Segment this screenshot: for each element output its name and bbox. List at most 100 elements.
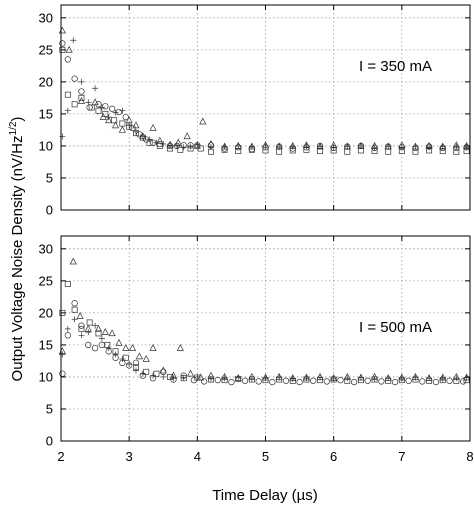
data-point-triangle <box>65 45 73 53</box>
data-point-circle <box>323 378 331 385</box>
data-point-plus <box>119 356 126 362</box>
data-point-square <box>64 91 71 98</box>
data-point-plus <box>180 144 187 151</box>
data-point-triangle <box>149 123 157 131</box>
plot-area <box>61 236 470 441</box>
data-point-square <box>102 110 109 117</box>
data-point-triangle <box>99 113 107 120</box>
data-point-circle <box>255 378 262 385</box>
data-point-plus <box>160 141 167 148</box>
y-axis-label-exponent: 1/2 <box>8 121 19 135</box>
y-tick-label: 5 <box>46 170 53 185</box>
data-point-circle <box>115 108 123 116</box>
data-point-square <box>177 146 184 153</box>
data-point-plus <box>64 325 71 332</box>
data-point-plus <box>463 374 470 381</box>
data-point-square <box>86 319 93 326</box>
y-axis-label-close: ) <box>9 117 26 122</box>
data-point-square <box>122 354 129 361</box>
data-point-plus <box>173 142 180 149</box>
data-point-square <box>71 101 78 108</box>
data-point-plus <box>248 375 255 382</box>
data-point-plus <box>317 143 324 150</box>
data-point-square <box>95 107 102 114</box>
data-point-plus <box>150 372 157 379</box>
data-point-triangle <box>108 329 116 337</box>
plot-area <box>61 5 470 210</box>
y-tick-label: 30 <box>39 241 53 256</box>
data-point-circle <box>405 377 412 384</box>
y-tick-label: 25 <box>39 273 53 288</box>
data-point-circle <box>282 377 290 384</box>
data-point-triangle <box>135 352 143 360</box>
x-tick-label: 6 <box>330 449 337 464</box>
data-point-circle <box>85 341 92 349</box>
y-tick-label: 10 <box>39 369 53 384</box>
data-point-circle <box>350 378 358 386</box>
current-annotation: I = 350 mA <box>359 58 432 75</box>
data-point-plus <box>70 37 77 44</box>
data-point-plus <box>187 143 194 150</box>
bottom-panel: 0 5 10 15 20 25 30 2 3 4 5 6 7 8 I = 500 mA <box>39 235 474 464</box>
data-point-triangle <box>156 136 164 144</box>
data-point-square <box>78 94 85 101</box>
data-point-plus <box>78 332 85 339</box>
data-point-plus <box>153 139 160 146</box>
data-point-plus <box>344 143 351 150</box>
data-point-plus <box>105 345 112 352</box>
plot-frame <box>60 235 471 442</box>
data-point-circle <box>102 103 109 110</box>
data-point-circle <box>59 40 66 47</box>
data-point-triangle <box>193 141 201 149</box>
data-point-plus <box>170 375 177 382</box>
data-point-circle <box>122 113 129 121</box>
x-tick-label: 8 <box>466 449 473 464</box>
data-point-plus <box>439 143 446 150</box>
data-point-plus <box>330 375 337 382</box>
y-tick-label: 10 <box>39 138 53 153</box>
data-point-plus <box>139 133 146 140</box>
data-point-triangle <box>128 344 137 351</box>
y-tick-label: 5 <box>46 401 53 416</box>
data-point-triangle <box>174 138 182 146</box>
data-point-circle <box>391 378 399 386</box>
data-point-square <box>104 341 111 348</box>
data-point-plus <box>289 143 296 150</box>
y-tick-label: 30 <box>39 10 53 25</box>
data-point-plus <box>276 144 283 151</box>
data-point-plus <box>146 136 153 143</box>
current-annotation: I = 500 mA <box>359 319 432 336</box>
data-point-plus <box>439 375 446 382</box>
data-point-triangle <box>186 369 195 377</box>
data-point-triangle <box>94 324 103 332</box>
data-point-plus <box>207 375 214 382</box>
data-point-plus <box>371 375 378 382</box>
data-point-plus <box>289 375 296 382</box>
data-point-triangle <box>115 338 123 346</box>
data-point-plus <box>85 329 92 336</box>
y-axis-label-main: Output Voltage Noise Density (nV/Hz <box>9 135 26 381</box>
data-point-plus <box>98 335 105 342</box>
data-point-plus <box>426 144 433 151</box>
data-point-square <box>143 368 150 375</box>
data-point-square <box>71 306 78 313</box>
x-tick-label: 7 <box>398 449 405 464</box>
x-tick-label: 3 <box>126 449 133 464</box>
data-point-plus <box>235 374 242 381</box>
data-point-plus <box>160 373 167 380</box>
data-point-circle <box>64 56 71 63</box>
data-point-triangle <box>76 312 84 319</box>
data-point-circle <box>71 300 78 307</box>
data-point-circle <box>108 105 116 112</box>
data-point-plus <box>126 122 133 129</box>
data-point-circle <box>59 370 66 377</box>
x-axis-label: Time Delay (µs) <box>212 487 318 504</box>
data-point-circle <box>64 332 71 339</box>
data-point-plus <box>262 142 269 149</box>
data-point-plus <box>221 143 228 150</box>
data-point-plus <box>59 133 66 140</box>
data-point-triangle <box>91 98 99 106</box>
data-point-plus <box>357 374 364 381</box>
data-point-square <box>78 325 85 332</box>
data-point-circle <box>228 378 235 386</box>
